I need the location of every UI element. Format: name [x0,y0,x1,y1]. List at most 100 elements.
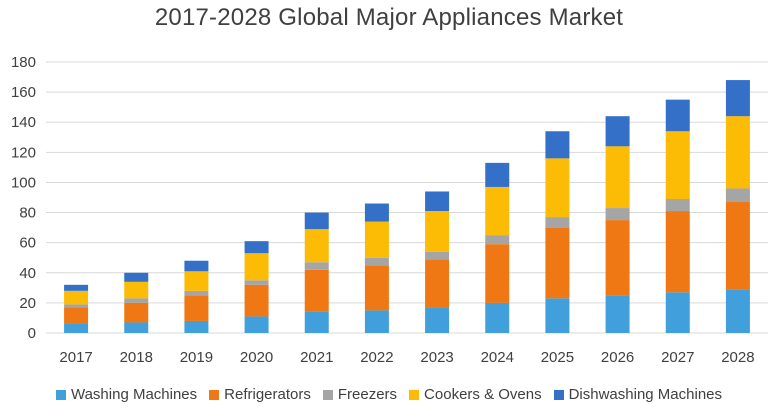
bar-segment-washing-machines-2019 [184,320,209,333]
bar-segment-dishwashing-machines-2022 [364,203,389,222]
bar-segment-dishwashing-machines-2024 [485,162,510,187]
bar-segment-freezers-2019 [184,290,209,296]
bar-segment-freezers-2027 [665,199,690,212]
legend-item: Cookers & Ovens [409,386,542,403]
bar-segment-dishwashing-machines-2017 [64,284,89,291]
legend-label: Freezers [337,386,398,403]
legend-label: Refrigerators [224,386,311,403]
y-tick-label: 160 [11,84,36,101]
bar-segment-freezers-2018 [124,298,149,303]
bar-segment-cookers-ovens-2021 [304,229,329,263]
legend-label: Dishwashing Machines [568,386,722,403]
legend-swatch [553,389,564,400]
y-tick-label: 120 [11,144,36,161]
bar-segment-freezers-2025 [545,217,570,228]
bar-segment-washing-machines-2022 [364,310,389,333]
bar-segment-dishwashing-machines-2028 [725,80,750,117]
chart-legend: Washing Machines Refrigerators Freezers Coo… [0,386,778,403]
y-tick-label: 0 [28,325,36,342]
bar-segment-cookers-ovens-2023 [425,211,450,252]
legend-item: Refrigerators [209,386,311,403]
bar-segment-cookers-ovens-2018 [124,281,149,299]
x-tick-label: 2027 [661,349,694,366]
bar-segment-freezers-2022 [364,257,389,266]
y-tick-label: 80 [19,205,36,222]
bar-segment-freezers-2017 [64,304,89,308]
x-tick-label: 2017 [59,349,92,366]
bar-segment-refrigerators-2017 [64,307,89,324]
bar-segment-washing-machines-2017 [64,323,89,333]
bar-segment-dishwashing-machines-2027 [665,99,690,132]
bar-segment-refrigerators-2027 [665,211,690,293]
bar-segment-refrigerators-2028 [725,202,750,290]
bar-segment-washing-machines-2021 [304,311,329,333]
legend-swatch [55,389,66,400]
bar-segment-cookers-ovens-2026 [605,146,630,209]
bar-segment-dishwashing-machines-2026 [605,116,630,147]
bar-segment-freezers-2023 [425,251,450,260]
bar-segment-cookers-ovens-2027 [665,131,690,200]
bar-segment-refrigerators-2025 [545,227,570,299]
bar-segment-dishwashing-machines-2019 [184,260,209,272]
legend-item: Freezers [322,386,398,403]
bar-segment-refrigerators-2018 [124,302,149,323]
bar-segment-washing-machines-2026 [605,295,630,333]
bar-segment-cookers-ovens-2025 [545,158,570,218]
bar-segment-freezers-2028 [725,188,750,203]
bar-segment-refrigerators-2023 [425,259,450,308]
x-tick-label: 2028 [721,349,754,366]
y-tick-label: 140 [11,114,36,131]
x-tick-label: 2026 [601,349,634,366]
bar-segment-cookers-ovens-2020 [244,253,269,281]
bar-segment-refrigerators-2024 [485,244,510,303]
bar-segment-washing-machines-2027 [665,292,690,333]
bar-segment-washing-machines-2024 [485,302,510,333]
bar-segment-freezers-2021 [304,262,329,270]
bar-segment-dishwashing-machines-2025 [545,131,570,159]
bar-segment-washing-machines-2020 [244,316,269,333]
y-tick-label: 60 [19,235,36,252]
x-tick-label: 2021 [300,349,333,366]
x-tick-label: 2025 [541,349,574,366]
bar-segment-refrigerators-2022 [364,265,389,311]
bar-segment-refrigerators-2020 [244,284,269,317]
bar-segment-freezers-2024 [485,235,510,245]
bar-segment-refrigerators-2021 [304,269,329,312]
bar-segment-freezers-2020 [244,280,269,285]
bar-segment-washing-machines-2018 [124,322,149,333]
chart-title: 2017-2028 Global Major Appliances Market [154,4,624,31]
x-tick-label: 2022 [360,349,393,366]
legend-item: Washing Machines [55,386,198,403]
legend-label: Washing Machines [70,386,198,403]
bar-segment-freezers-2026 [605,208,630,221]
bar-segment-dishwashing-machines-2018 [124,272,149,282]
legend-label: Cookers & Ovens [424,386,542,403]
y-tick-label: 20 [19,295,36,312]
x-tick-label: 2020 [240,349,273,366]
y-tick-label: 40 [19,265,36,282]
legend-swatch [209,389,220,400]
bar-segment-dishwashing-machines-2023 [425,191,450,212]
bar-segment-cookers-ovens-2022 [364,221,389,258]
bar-segment-washing-machines-2025 [545,298,570,333]
legend-swatch [322,389,333,400]
y-tick-label: 180 [11,54,36,71]
bar-segment-washing-machines-2028 [725,289,750,333]
x-tick-label: 2019 [180,349,213,366]
bar-segment-refrigerators-2026 [605,220,630,296]
x-tick-label: 2018 [120,349,153,366]
bar-segment-cookers-ovens-2019 [184,271,209,291]
bar-segment-cookers-ovens-2024 [485,186,510,236]
x-tick-label: 2024 [481,349,514,366]
y-tick-label: 100 [11,174,36,191]
bar-segment-cookers-ovens-2017 [64,290,89,305]
bar-segment-refrigerators-2019 [184,295,209,321]
bar-segment-washing-machines-2023 [425,307,450,333]
legend-item: Dishwashing Machines [553,386,722,403]
x-tick-label: 2023 [420,349,453,366]
legend-swatch [409,389,420,400]
bar-segment-cookers-ovens-2028 [725,116,750,189]
bar-segment-dishwashing-machines-2020 [244,241,269,254]
